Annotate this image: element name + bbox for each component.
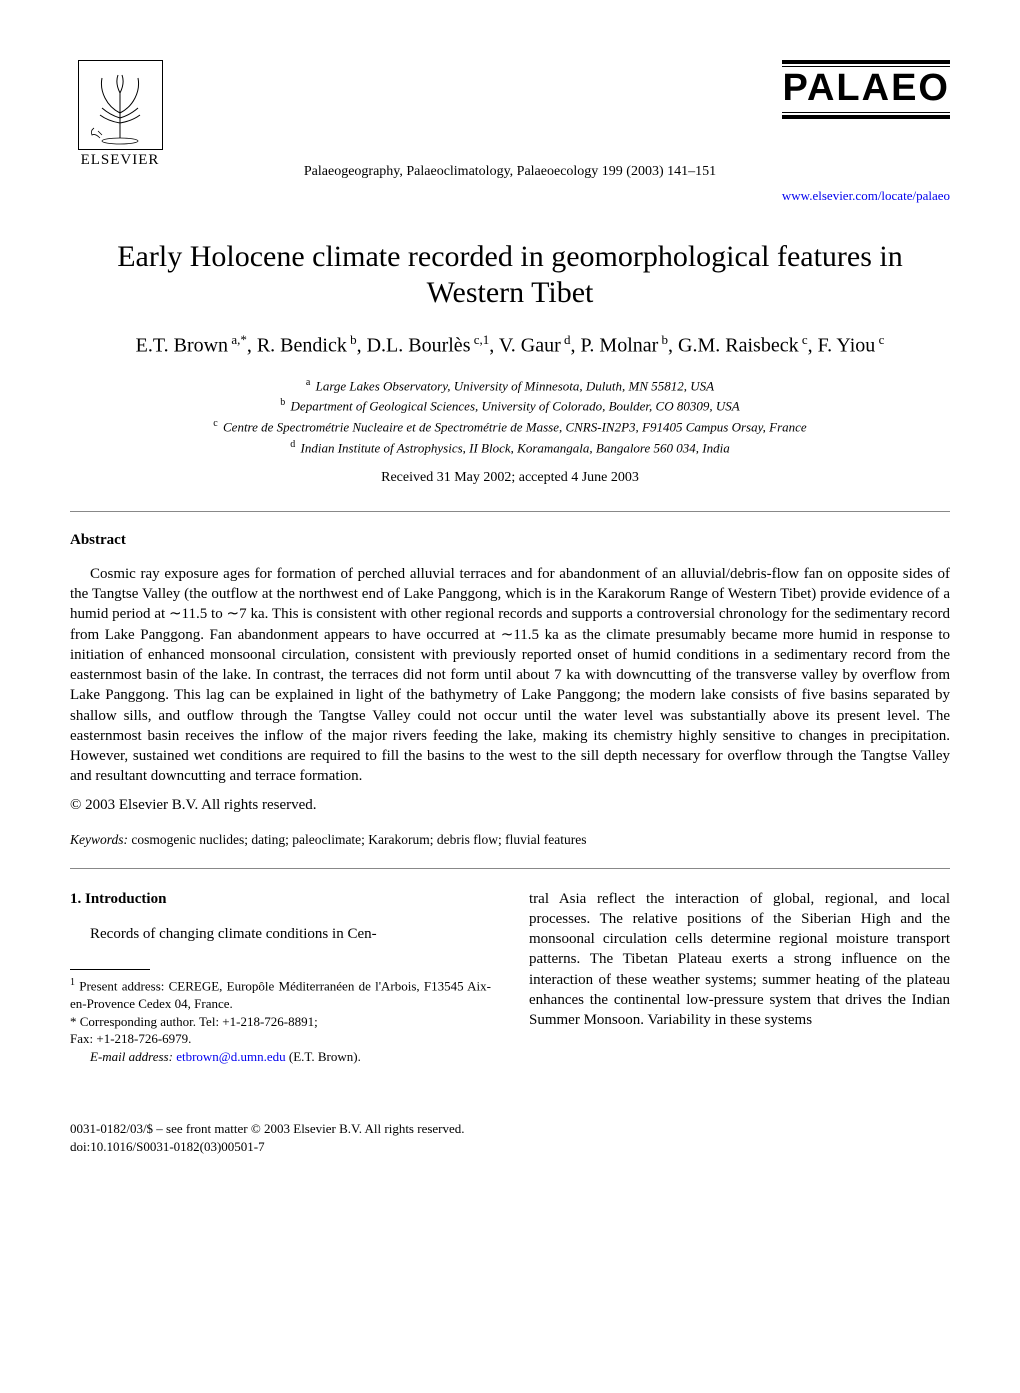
affiliations: a Large Lakes Observatory, University of… [70, 375, 950, 458]
affiliation-line: c Centre de Spectrométrie Nucleaire et d… [70, 416, 950, 437]
section-divider [70, 868, 950, 869]
received-dates: Received 31 May 2002; accepted 4 June 20… [70, 470, 950, 486]
introduction-heading: 1. Introduction [70, 889, 491, 909]
article-title: Early Holocene climate recorded in geomo… [70, 239, 950, 311]
footnote-email-label: E-mail address: [90, 1049, 173, 1064]
author-list: E.T. Brown a,*, R. Bendick b, D.L. Bourl… [70, 331, 950, 360]
abstract-copyright: © 2003 Elsevier B.V. All rights reserved… [70, 797, 950, 814]
footnote-corresponding: * Corresponding author. Tel: +1-218-726-… [70, 1013, 491, 1031]
introduction-text-right: tral Asia reflect the interaction of glo… [529, 889, 950, 1031]
footnote-divider [70, 969, 150, 970]
introduction-text-left: Records of changing climate conditions i… [70, 924, 491, 944]
footnote-present-address: 1 Present address: CEREGE, Europôle Médi… [70, 976, 491, 1012]
footnote-email-link[interactable]: etbrown@d.umn.edu [176, 1049, 285, 1064]
abstract-heading: Abstract [70, 532, 950, 549]
journal-logo-box: PALAEO [782, 60, 950, 119]
footnote-fax: Fax: +1-218-726-6979. [70, 1030, 491, 1048]
page-footer: 0031-0182/03/$ – see front matter © 2003… [70, 1120, 950, 1155]
right-column: tral Asia reflect the interaction of glo… [529, 889, 950, 1066]
section-divider [70, 511, 950, 512]
elsevier-logo: ELSEVIER [70, 60, 170, 169]
footnote-email-line: E-mail address: etbrown@d.umn.edu (E.T. … [70, 1048, 491, 1066]
journal-logo-text: PALAEO [782, 67, 950, 110]
header-row: ELSEVIER PALAEO [70, 60, 950, 169]
keywords-text: cosmogenic nuclides; dating; paleoclimat… [131, 832, 586, 847]
keywords-line: Keywords: cosmogenic nuclides; dating; p… [70, 832, 950, 848]
footnotes: 1 Present address: CEREGE, Europôle Médi… [70, 976, 491, 1065]
footnote-email-author: (E.T. Brown). [289, 1049, 361, 1064]
journal-website-link[interactable]: www.elsevier.com/locate/palaeo [70, 188, 950, 204]
keywords-label: Keywords: [70, 832, 128, 847]
left-column: 1. Introduction Records of changing clim… [70, 889, 491, 1066]
affiliation-line: b Department of Geological Sciences, Uni… [70, 395, 950, 416]
journal-citation: Palaeogeography, Palaeoclimatology, Pala… [70, 164, 950, 180]
footnote-present-address-text: Present address: CEREGE, Europôle Médite… [70, 979, 491, 1012]
elsevier-tree-icon [78, 60, 163, 150]
affiliation-line: d Indian Institute of Astrophysics, II B… [70, 437, 950, 458]
body-columns: 1. Introduction Records of changing clim… [70, 889, 950, 1066]
doi-line: doi:10.1016/S0031-0182(03)00501-7 [70, 1138, 950, 1156]
affiliation-line: a Large Lakes Observatory, University of… [70, 375, 950, 396]
elsevier-publisher-name: ELSEVIER [70, 152, 170, 169]
front-matter-line: 0031-0182/03/$ – see front matter © 2003… [70, 1120, 950, 1138]
abstract-body: Cosmic ray exposure ages for formation o… [70, 564, 950, 787]
